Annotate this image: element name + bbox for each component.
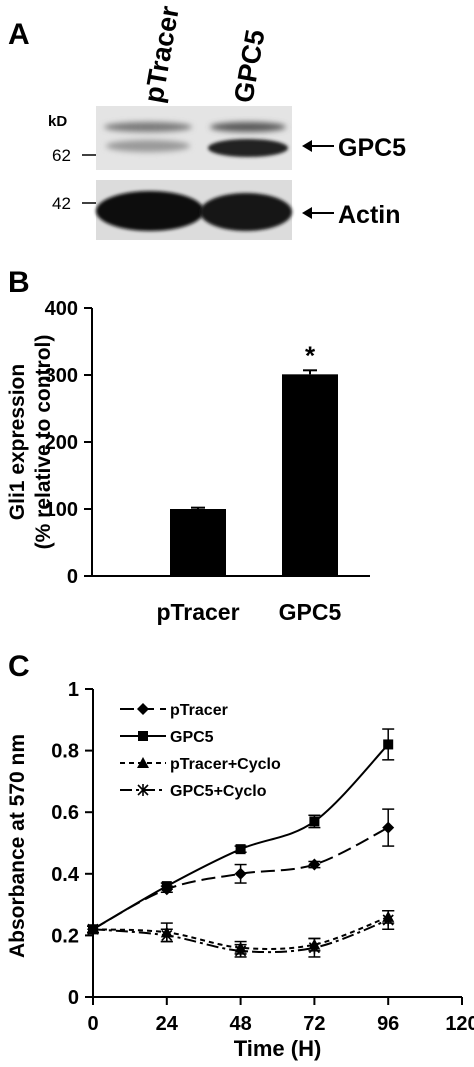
line-y-tick-label: 0.6 bbox=[51, 802, 79, 824]
bar-y-tick-label: 100 bbox=[45, 499, 78, 521]
bar-y-tick-label: 200 bbox=[45, 432, 78, 454]
line-x-axis-title: Time (H) bbox=[234, 1036, 322, 1061]
line-x-tick-label: 0 bbox=[87, 1013, 98, 1035]
kd-label: kD bbox=[48, 113, 67, 130]
arrow-actin bbox=[302, 207, 334, 219]
legend-marker bbox=[137, 784, 149, 796]
panel-c-label: C bbox=[8, 650, 30, 683]
line-x-tick-label: 120 bbox=[445, 1013, 474, 1035]
series-point bbox=[308, 858, 321, 871]
legend-label: pTracer bbox=[170, 702, 228, 719]
lane-label-ptracer: pTracer bbox=[138, 3, 185, 105]
bar-y-tick-label: 300 bbox=[45, 365, 78, 387]
series-point bbox=[161, 881, 172, 892]
series-point bbox=[87, 923, 99, 936]
legend-marker bbox=[137, 757, 149, 768]
line-x-tick-label: 48 bbox=[229, 1013, 251, 1035]
marker-62: 62 bbox=[52, 146, 71, 165]
arrow-gpc5 bbox=[302, 140, 334, 152]
series-point bbox=[235, 844, 246, 855]
line-x-tick-label: 96 bbox=[377, 1013, 399, 1035]
line-y-tick-label: 1 bbox=[68, 679, 79, 701]
blot-strip-gpc5 bbox=[96, 106, 292, 170]
bar-category-label: GPC5 bbox=[279, 599, 342, 625]
series-point bbox=[234, 867, 247, 880]
bar-significance-star: * bbox=[305, 340, 316, 370]
legend-label: pTracer+Cyclo bbox=[170, 756, 281, 773]
series-ptracer bbox=[87, 808, 395, 936]
bar-ptracer bbox=[170, 509, 226, 576]
series-point bbox=[235, 944, 247, 957]
band-label-gpc5: GPC5 bbox=[338, 134, 406, 162]
line-y-axis-title: Absorbance at 570 nm bbox=[6, 734, 29, 958]
bar-chart: 0 100 200 300 400 pTracer * GPC5 Gli1 expression… bbox=[6, 298, 370, 625]
line-x-tick-label: 24 bbox=[156, 1013, 179, 1035]
legend-label: GPC5+Cyclo bbox=[170, 783, 267, 800]
legend-marker bbox=[138, 731, 148, 741]
series-point bbox=[383, 739, 394, 750]
bar-y-axis-subtitle: (% relative to control) bbox=[32, 335, 55, 550]
bar-y-tick-label: 0 bbox=[67, 566, 78, 588]
line-y-tick-label: 0 bbox=[68, 987, 79, 1009]
panel-b-label: B bbox=[8, 266, 30, 299]
series-gpc5-cyclo bbox=[87, 910, 395, 958]
lane-label-gpc5: GPC5 bbox=[228, 27, 270, 105]
series-point bbox=[382, 821, 395, 834]
line-y-tick-label: 0.2 bbox=[51, 925, 79, 947]
line-chart: 0 0.2 0.4 0.6 0.8 1 0 24 48 72 96 120 Time (H) Absorb… bbox=[6, 679, 474, 1061]
panel-a-label: A bbox=[8, 18, 30, 51]
legend-label: GPC5 bbox=[170, 729, 214, 746]
band-label-actin: Actin bbox=[338, 201, 401, 229]
line-y-tick-label: 0.4 bbox=[51, 864, 80, 886]
bar-y-tick-label: 400 bbox=[45, 298, 78, 320]
marker-42: 42 bbox=[52, 194, 71, 213]
series-point bbox=[308, 941, 320, 954]
bar-gpc5 bbox=[282, 374, 338, 576]
series-point bbox=[161, 929, 173, 942]
line-legend: pTracer GPC5 pTracer+Cyclo GPC5+Cyclo bbox=[120, 702, 281, 800]
series-point bbox=[382, 914, 394, 926]
series-line bbox=[92, 915, 389, 950]
line-x-tick-label: 72 bbox=[303, 1013, 325, 1035]
bar-category-label: pTracer bbox=[156, 599, 239, 625]
line-y-tick-label: 0.8 bbox=[51, 741, 79, 763]
blot-strip-actin bbox=[96, 180, 292, 240]
legend-marker bbox=[137, 703, 149, 715]
bar-y-axis-title: Gli1 expression bbox=[6, 364, 29, 520]
series-point bbox=[309, 816, 320, 827]
